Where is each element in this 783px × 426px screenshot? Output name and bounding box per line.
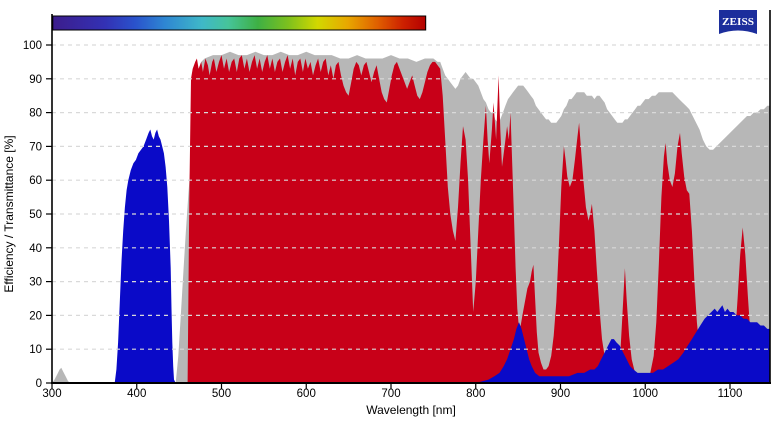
axes <box>46 10 771 389</box>
red-efficiency-area <box>187 55 770 383</box>
x-tick-label-400: 400 <box>127 388 146 400</box>
x-tick-label-900: 900 <box>551 388 570 400</box>
zeiss-logo-shape <box>719 10 757 34</box>
x-axis-title: Wavelength [nm] <box>366 403 456 417</box>
y-tick-label-90: 90 <box>29 74 42 86</box>
y-tick-label-70: 70 <box>29 141 42 153</box>
y-tick-label-30: 30 <box>29 277 42 289</box>
chart-series-areas <box>52 51 770 384</box>
y-tick-label-60: 60 <box>29 175 42 187</box>
y-tick-label-100: 100 <box>23 40 42 52</box>
x-tick-label-500: 500 <box>212 388 231 400</box>
y-tick-label-0: 0 <box>36 378 42 390</box>
visible-spectrum-bar <box>52 15 427 31</box>
x-tick-label-600: 600 <box>297 388 316 400</box>
blue-efficiency-area <box>114 129 770 383</box>
x-tick-label-700: 700 <box>381 388 400 400</box>
x-tick-label-800: 800 <box>466 388 485 400</box>
y-axis-title: Efficiency / Transmittance [%] <box>2 135 16 292</box>
tick-labels: 300 400 500 600 700 800 900 1000 1100 0 10 20 30 40 50… <box>23 40 743 400</box>
zeiss-logo-text: ZEISS <box>722 17 754 28</box>
y-tick-label-40: 40 <box>29 243 42 255</box>
y-tick-label-50: 50 <box>29 209 42 221</box>
x-tick-label-1100: 1100 <box>718 388 743 400</box>
x-tick-label-1000: 1000 <box>632 388 658 400</box>
y-tick-label-10: 10 <box>29 344 42 356</box>
y-tick-label-80: 80 <box>29 108 42 120</box>
zeiss-logo: ZEISS <box>719 10 757 34</box>
y-tick-label-20: 20 <box>29 310 42 322</box>
x-tick-label-300: 300 <box>42 388 61 400</box>
